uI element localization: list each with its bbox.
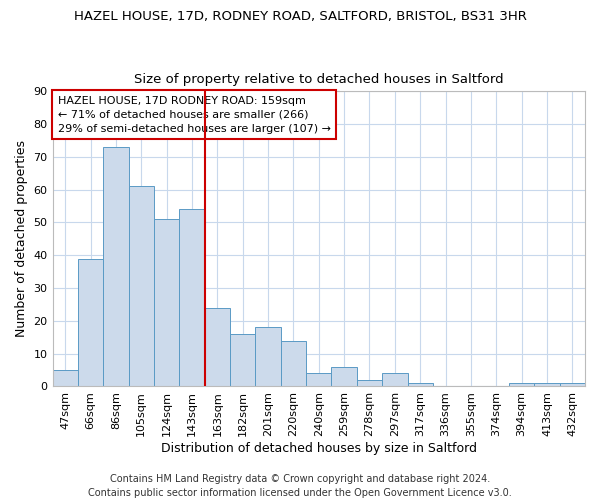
Bar (128, 186, 154, 386)
Bar (205, 308, 230, 386)
X-axis label: Distribution of detached houses by size in Saltford: Distribution of detached houses by size … (161, 442, 477, 455)
Text: Contains HM Land Registry data © Crown copyright and database right 2024.
Contai: Contains HM Land Registry data © Crown c… (88, 474, 512, 498)
Bar (560, 383, 585, 386)
Bar (230, 334, 256, 386)
Title: Size of property relative to detached houses in Saltford: Size of property relative to detached ho… (134, 73, 503, 86)
Bar (78, 258, 103, 386)
Bar (407, 383, 433, 386)
Bar (534, 383, 560, 386)
Bar (256, 328, 281, 386)
Text: HAZEL HOUSE, 17D RODNEY ROAD: 159sqm
← 71% of detached houses are smaller (266)
: HAZEL HOUSE, 17D RODNEY ROAD: 159sqm ← 7… (58, 96, 331, 134)
Bar (103, 147, 128, 386)
Bar (179, 210, 205, 386)
Bar (306, 374, 331, 386)
Bar (53, 370, 78, 386)
Bar (382, 374, 407, 386)
Bar (154, 219, 179, 386)
Bar (281, 340, 306, 386)
Bar (357, 380, 382, 386)
Bar (331, 367, 357, 386)
Y-axis label: Number of detached properties: Number of detached properties (15, 140, 28, 338)
Text: HAZEL HOUSE, 17D, RODNEY ROAD, SALTFORD, BRISTOL, BS31 3HR: HAZEL HOUSE, 17D, RODNEY ROAD, SALTFORD,… (74, 10, 526, 23)
Bar (509, 383, 534, 386)
